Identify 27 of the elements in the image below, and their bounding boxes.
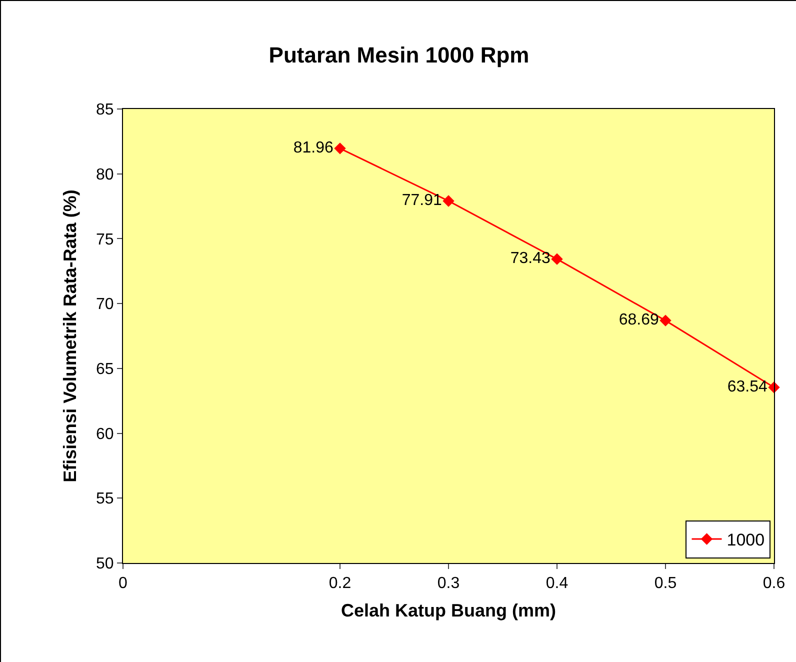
x-tick-label: 0.6 [762,575,786,592]
legend-label: 1000 [726,530,765,550]
point [660,314,672,326]
x-tick-label: 0.2 [328,575,352,592]
x-tick-label: 0.5 [654,575,677,592]
data-label: 81.96 [293,139,334,156]
point [551,253,563,265]
x-tick-label: 0 [118,575,128,592]
y-tick-label: 85 [96,102,114,119]
x-axis-title: Celah Katup Buang (mm) [340,600,556,620]
y-tick-label: 50 [96,556,114,573]
y-tick-label: 65 [96,361,114,378]
x-tick-label: 0.4 [546,575,568,592]
y-tick-label: 55 [96,490,114,508]
y-tick-label: 70 [96,296,114,314]
point [334,142,346,154]
y-tick-label: 75 [96,231,114,248]
point [442,195,454,207]
x-tick-label: 0.3 [437,575,460,592]
data-label: 73.43 [510,250,550,268]
data-label: 68.69 [618,312,659,329]
y-tick-label: 60 [96,426,114,443]
data-label: 63.54 [727,378,768,396]
data-label: 77.91 [402,192,442,209]
chart-title: Putaran Mesin 1000 Rpm [268,42,530,68]
y-axis-title: Efisiensi Volumetrik Rata-Rata (%) [60,190,80,482]
y-tick-label: 80 [96,166,114,184]
